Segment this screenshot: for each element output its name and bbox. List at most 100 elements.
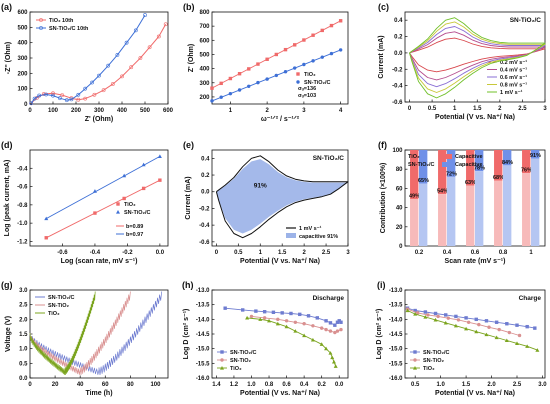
legend-label: capacitive 91%: [299, 234, 338, 240]
panel-d: -0.6 -0.4 -0.2 0.0 -1.2 -1.0 -0.8 -0.6 -0.4 Log (…: [1, 140, 169, 265]
cv-curve: [409, 37, 546, 73]
annotation: σᵤ=136: [298, 86, 316, 92]
y-tick-label: -16.0: [196, 376, 210, 382]
data-point: [249, 314, 254, 319]
y-tick-label: 600: [199, 38, 210, 44]
x-tick-label: 0.5: [411, 382, 420, 388]
y-tick-label: -0.4: [392, 84, 403, 90]
data-point: [245, 315, 250, 320]
y-tick-label: 60: [396, 186, 403, 192]
data-point: [51, 91, 55, 96]
legend-marker: [413, 358, 417, 362]
data-point: [333, 323, 337, 327]
y-tick-label: 0: [24, 102, 28, 108]
data-point: [423, 310, 428, 314]
x-tick-label: 20: [52, 382, 59, 388]
panel-f: 0 20 40 60 80 100 0.2 49% 65% 0.4 54% 72% 0.6 63% 78% 0…: [378, 140, 546, 265]
data-point: [413, 312, 418, 316]
bar-diffusion: [522, 150, 531, 174]
data-point: [535, 348, 540, 352]
bar-capacitive: [522, 173, 531, 246]
bar-value-label: 68%: [493, 175, 504, 181]
y-tick-label: 200: [199, 95, 210, 101]
plot-frame: [211, 11, 349, 105]
y-tick-label: 400: [199, 67, 210, 73]
gitt-trace: [29, 291, 96, 376]
y-tick-label: -13.0: [196, 288, 210, 294]
bar-value-label: 91%: [530, 153, 541, 159]
data-point: [324, 327, 328, 332]
data-point: [416, 311, 420, 315]
x-tick-label: 0.6: [471, 250, 480, 256]
data-point: [339, 320, 343, 324]
data-point: [280, 311, 284, 315]
series-line: [247, 317, 337, 367]
x-tick-label: 0.0: [335, 382, 344, 388]
x-tick-label: 0.2: [318, 382, 327, 388]
x-tick-label: 100: [150, 382, 161, 388]
data-point: [533, 326, 537, 330]
data-point: [157, 154, 162, 158]
data-point: [293, 320, 298, 324]
legend-marker: [116, 210, 120, 214]
x-tick-label: 0: [408, 106, 412, 112]
data-point: [228, 91, 233, 96]
data-point: [51, 93, 55, 98]
data-point: [228, 76, 233, 81]
legend-label: 0.8 mV s⁻¹: [500, 82, 527, 89]
gitt-trace: [29, 291, 163, 376]
data-point: [265, 57, 269, 61]
panel-b: 1 2 3 4 200 300 400 500 600 700 800 ω⁻¹ᐟ² / s⁻¹ᐟ² Z'…: [183, 2, 349, 123]
y-tick-label: -15.0: [196, 347, 210, 353]
y-tick-label: 80: [396, 167, 403, 173]
y-tick-label: 3.0: [19, 288, 28, 294]
data-point: [433, 311, 438, 316]
data-point: [525, 324, 529, 329]
y-tick-label: 0.0: [394, 51, 403, 57]
x-tick-label: 0.8: [265, 382, 274, 388]
y-axis-label: Z' (Ohm): [188, 44, 195, 73]
data-point: [122, 173, 127, 178]
y-tick-label: 800: [199, 10, 210, 16]
y-tick-label: 100: [17, 87, 28, 93]
legend-label: SN-TiO₂/C: [230, 350, 257, 356]
y-tick-label: 2.0: [19, 317, 28, 323]
panel-c: 0 0.5 1 1.5 2 2.5 3 -0.6 -0.4 -0.2 0.0 0.2 0.4 Potent…: [378, 2, 547, 121]
data-point: [147, 45, 152, 50]
legend-label: 0.2 mV s⁻¹: [500, 59, 527, 66]
bar-value-label: 72%: [446, 171, 457, 177]
y-tick-label: 500: [199, 52, 210, 58]
legend-marker: [220, 350, 224, 354]
data-point: [310, 337, 315, 342]
data-point: [443, 320, 448, 325]
legend-label: TiO₂: [230, 366, 242, 372]
x-axis-label: Potential (V vs. Na⁺/ Na): [435, 114, 515, 121]
y-tick-label: 600: [17, 10, 28, 16]
x-tick-label: 3.0: [538, 382, 547, 388]
y-tick-label: -13.5: [196, 303, 210, 309]
data-point: [306, 314, 311, 318]
y-tick-label: 2.5: [19, 303, 28, 309]
data-point: [101, 88, 106, 93]
data-point: [517, 333, 522, 338]
bar-value-label: 84%: [502, 160, 513, 166]
data-point: [283, 70, 288, 74]
panel-i: 0.5 1.0 1.5 2.0 2.5 3.0 -13.0 -13.5 -14.0 -14.5 -1…: [376, 280, 547, 397]
data-point: [106, 63, 111, 68]
x-tick-label: 2.5: [513, 382, 522, 388]
data-point: [210, 99, 214, 103]
data-point: [275, 321, 280, 326]
chart-title: Charge: [519, 295, 542, 302]
data-point: [333, 364, 338, 368]
data-point: [37, 93, 42, 98]
y-tick-label: -15.5: [196, 361, 210, 367]
data-point: [507, 330, 512, 335]
y-tick-label: -0.6: [392, 100, 403, 106]
bar-capacitive: [531, 158, 540, 246]
data-point: [124, 40, 129, 45]
data-point: [237, 72, 242, 76]
data-point: [464, 316, 468, 320]
x-tick-label: 0.8: [499, 250, 508, 256]
chart-title: SN-TiO₂/C: [313, 155, 345, 162]
data-point: [92, 189, 97, 193]
